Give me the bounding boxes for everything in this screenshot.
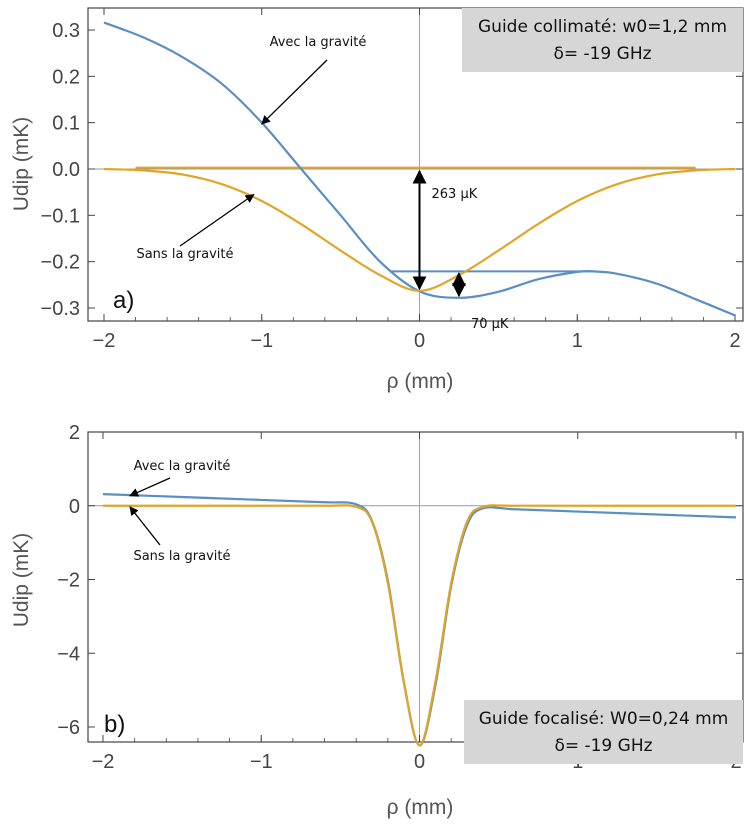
annotation-label: Sans la gravité xyxy=(136,247,233,262)
info-box-line: δ= -19 GHz xyxy=(553,44,651,64)
x-tick-label: −1 xyxy=(250,751,273,773)
y-tick-label: 0.2 xyxy=(52,66,80,88)
plot-frame xyxy=(87,7,744,322)
annotation-arrow xyxy=(179,193,255,247)
series-line-without-gravity xyxy=(103,167,736,292)
chart-panel-1: −2 −1 0 1 2 0.3 0.2 0.1 0.0 −0.1 −0.2 −0.3 ρ (mm) Udi… xyxy=(10,7,744,393)
x-tick-label: −2 xyxy=(93,330,116,352)
y-tick-label: −2 xyxy=(57,570,80,592)
x-tick-label: 0 xyxy=(414,330,425,352)
y-axis-label: Udip (mK) xyxy=(10,117,33,212)
annotation-label: Avec la gravité xyxy=(270,35,367,50)
x-tick-label: −1 xyxy=(250,330,273,352)
chart-panel-2: −2−101220−2−4−6ρ (mm)Udip (mK)Guide foca… xyxy=(10,422,744,819)
info-box-line: δ= -19 GHz xyxy=(554,736,652,756)
depth-label: 263 µK xyxy=(432,187,478,202)
info-box xyxy=(464,700,743,764)
info-box-line: Guide collimaté: w0=1,2 mm xyxy=(478,17,727,37)
y-tick-label: 0.1 xyxy=(52,113,80,135)
annotation-arrow xyxy=(261,59,328,125)
annotation-arrow xyxy=(129,506,161,546)
annotation-label: Sans la gravité xyxy=(133,549,230,564)
y-tick-label: −0.1 xyxy=(41,205,80,227)
x-tick-label: −2 xyxy=(92,751,115,773)
x-tick-label: 0 xyxy=(414,751,425,773)
y-tick-label: 0 xyxy=(69,496,80,518)
y-tick-label: −0.2 xyxy=(41,252,80,274)
depth-label: 70 µK xyxy=(471,317,509,332)
panel-label: b) xyxy=(104,711,125,738)
series-line-with-gravity xyxy=(103,21,736,317)
y-tick-label: −0.3 xyxy=(41,298,80,320)
x-tick-label: 2 xyxy=(729,330,740,352)
info-box xyxy=(462,8,743,72)
x-tick-label: 1 xyxy=(572,330,583,352)
info-box-line: Guide focalisé: W0=0,24 mm xyxy=(479,709,729,729)
panel-label: a) xyxy=(113,287,134,314)
y-tick-label: 2 xyxy=(69,422,80,444)
x-axis-label: ρ (mm) xyxy=(387,796,454,819)
y-tick-label: −6 xyxy=(57,717,80,739)
annotation-arrow xyxy=(129,477,171,497)
x-axis-label: ρ (mm) xyxy=(387,370,454,393)
plot-frame xyxy=(87,431,744,743)
y-tick-label: 0.0 xyxy=(52,159,80,181)
annotation-label: Avec la gravité xyxy=(134,459,231,474)
series-line-without-gravity xyxy=(102,504,736,747)
y-tick-label: −4 xyxy=(57,643,80,665)
y-tick-label: 0.3 xyxy=(52,20,80,42)
y-axis-label: Udip (mK) xyxy=(10,533,33,628)
